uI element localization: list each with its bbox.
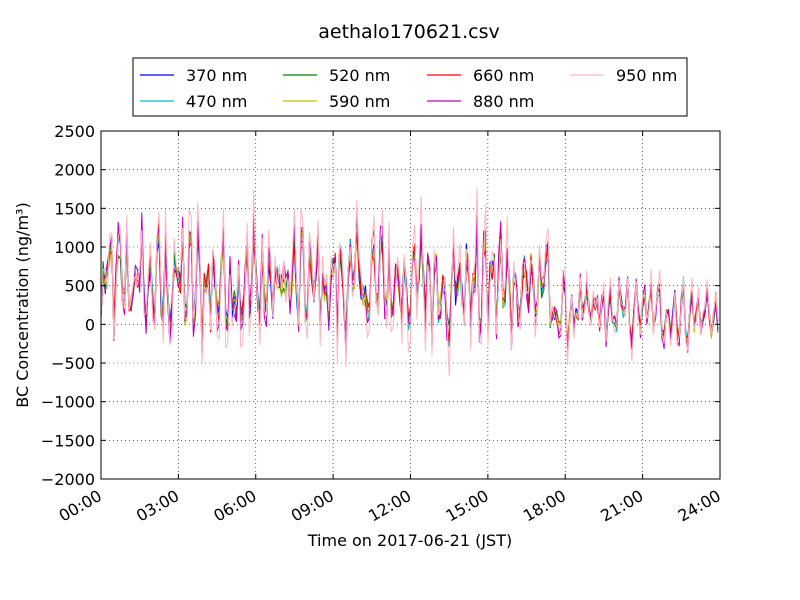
y-tick-label: −500 [51,354,95,373]
y-tick-label: −2000 [41,470,95,489]
legend: 370 nm 470 nm 520 nm 590 nm 660 nm 880 nm 950 … [132,57,688,117]
y-tick-label: 2000 [54,161,95,180]
legend-label: 950 nm [616,66,677,85]
y-tick-label: 1000 [54,238,95,257]
y-tick-label: 2500 [54,122,95,141]
y-tick-label: −1500 [41,431,95,450]
y-tick-label: 500 [64,277,95,296]
series-lines [100,187,719,377]
legend-label: 370 nm [186,66,247,85]
x-axis-label: Time on 2017-06-21 (JST) [307,531,512,550]
legend-label: 470 nm [186,92,247,111]
series-line-950-nm [100,187,719,377]
y-tick-label: 0 [85,315,95,334]
legend-label: 660 nm [473,66,534,85]
legend-label: 880 nm [473,92,534,111]
legend-box [132,57,688,117]
y-axis-label: BC Concentration (ng/m³) [13,202,32,407]
y-tick-label: −1000 [41,393,95,412]
legend-label: 590 nm [329,92,390,111]
y-tick-label: 1500 [54,199,95,218]
legend-label: 520 nm [329,66,390,85]
chart-title: aethalo170621.csv [318,21,500,43]
